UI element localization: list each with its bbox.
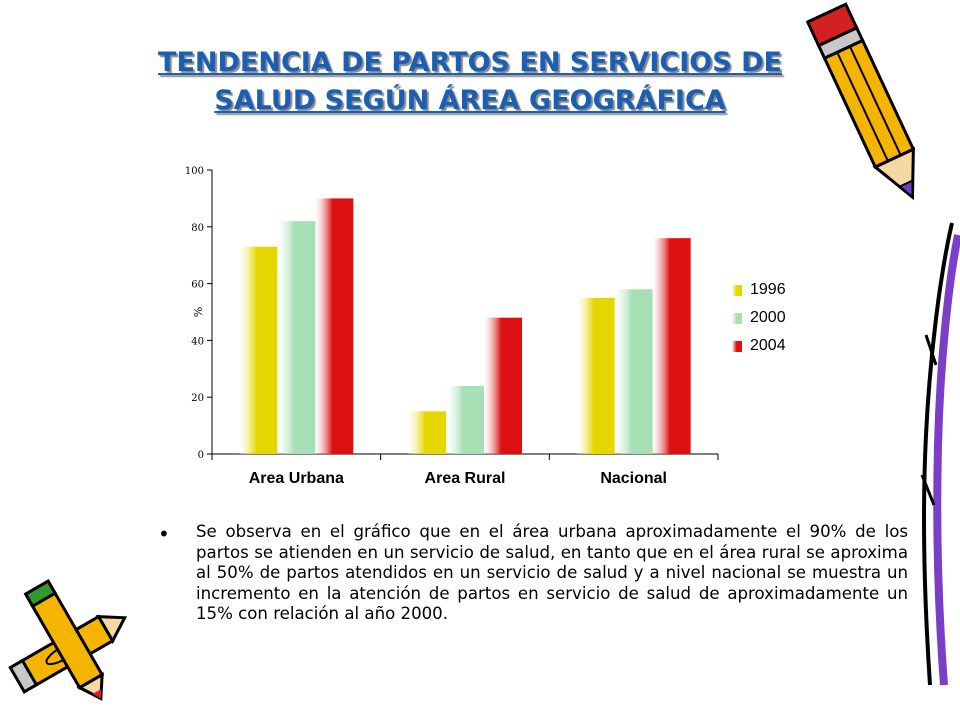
- bar-2000-2: [614, 289, 653, 454]
- x-tick-label: Area Urbana: [249, 470, 344, 487]
- y-tick-label: 0: [198, 450, 204, 461]
- y-tick-label: 60: [191, 280, 204, 291]
- legend-label: 1996: [750, 281, 786, 298]
- legend-label: 2000: [750, 309, 786, 326]
- legend-swatch: [732, 340, 742, 352]
- legend-item-1996: 1996: [732, 276, 806, 304]
- bar-1996-0: [239, 246, 278, 454]
- legend-item-2004: 2004: [732, 332, 806, 360]
- legend-item-2000: 2000: [732, 304, 806, 332]
- bar-1996-1: [408, 411, 446, 454]
- chart-legend: 1996 2000 2004: [732, 276, 806, 360]
- legend-swatch: [732, 312, 742, 324]
- bar-chart: 0 20 40 60 80 100% Area Urbana Area Rural Nacion…: [185, 166, 719, 487]
- slide-title: TENDENCIA DE PARTOS EN SERVICIOS DE SALU…: [80, 44, 860, 120]
- bar-1996-2: [576, 297, 615, 454]
- bar-2000-0: [277, 221, 316, 454]
- x-tick-label: Nacional: [600, 470, 667, 487]
- y-tick-label: 80: [191, 223, 204, 234]
- pencil-icon: [805, 2, 916, 201]
- y-axis-label: %: [192, 307, 205, 317]
- y-tick-label: 20: [191, 393, 204, 404]
- pencil-icon: [920, 222, 960, 686]
- pencils-icon: [8, 579, 128, 701]
- y-tick-label: 40: [191, 336, 204, 347]
- legend-label: 2004: [750, 337, 786, 354]
- y-tick-label: 100: [185, 166, 204, 177]
- body-paragraph: Se observa en el gráfico que en el área …: [196, 522, 908, 623]
- x-tick-label: Area Rural: [425, 470, 506, 487]
- title-line-1: TENDENCIA DE PARTOS EN SERVICIOS DE: [158, 47, 782, 78]
- bar-2004-1: [484, 317, 522, 454]
- legend-swatch: [732, 284, 742, 296]
- bar-2004-2: [652, 238, 691, 454]
- title-line-2: SALUD SEGÚN ÁREA GEOGRÁFICA: [214, 85, 726, 116]
- bar-2004-0: [315, 198, 354, 454]
- bar-2000-1: [446, 385, 484, 454]
- bullet-marker: •: [158, 522, 170, 546]
